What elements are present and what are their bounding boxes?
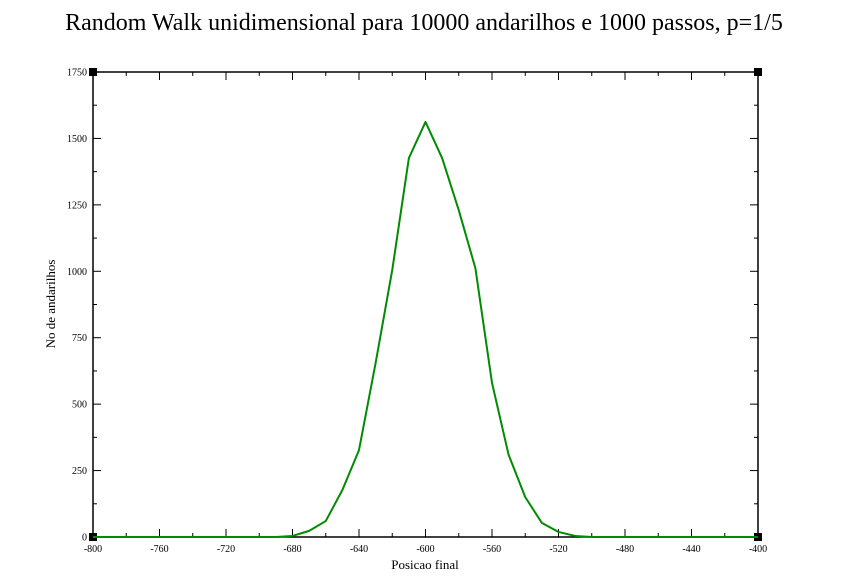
x-tick-label: -400 (749, 544, 767, 555)
x-tick-label: -680 (283, 544, 301, 555)
x-tick-label: -800 (84, 544, 102, 555)
y-tick-label: 250 (72, 466, 87, 477)
y-tick-label: 1250 (67, 200, 87, 211)
y-tick-label: 1500 (67, 134, 87, 145)
x-tick-label: -720 (217, 544, 235, 555)
x-axis-label: Posicao final (391, 557, 459, 572)
y-tick-label: 1750 (67, 68, 87, 79)
x-tick-label: -440 (682, 544, 700, 555)
y-tick-label: 500 (72, 400, 87, 411)
x-tick-label: -560 (483, 544, 501, 555)
x-tick-label: -760 (150, 544, 168, 555)
y-tick-label: 1000 (67, 267, 87, 278)
x-tick-label: -480 (616, 544, 634, 555)
data-line (93, 120, 758, 538)
y-tick-label: 750 (72, 333, 87, 344)
chart-title: Random Walk unidimensional para 10000 an… (65, 10, 783, 36)
y-axis-label: No de andarilhos (43, 260, 58, 349)
plot-frame (92, 71, 759, 538)
x-tick-label: -640 (350, 544, 368, 555)
x-tick-label: -600 (416, 544, 434, 555)
x-tick-label: -520 (549, 544, 567, 555)
y-tick-label: 0 (82, 533, 87, 544)
